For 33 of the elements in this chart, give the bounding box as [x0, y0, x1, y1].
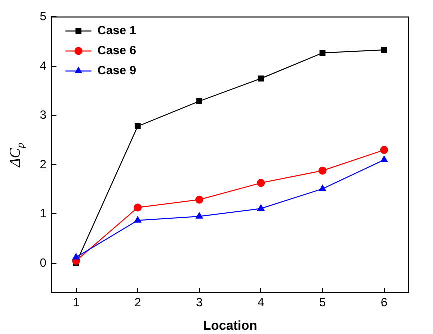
- y-tick-label: 3: [40, 108, 47, 122]
- point: [134, 216, 142, 223]
- x-tick-label: 4: [258, 296, 265, 310]
- y-tick-label: 0: [40, 256, 47, 270]
- point: [134, 204, 142, 212]
- x-tick-label: 1: [72, 296, 80, 310]
- point: [380, 146, 388, 154]
- point: [134, 124, 141, 130]
- point: [318, 166, 327, 175]
- y-tick-label: 1: [40, 206, 47, 221]
- x-tick-label: 6: [381, 296, 388, 310]
- point: [72, 254, 80, 260]
- point: [196, 98, 203, 104]
- x-tick-label: 2: [134, 296, 142, 310]
- point: [380, 156, 388, 162]
- point: [258, 204, 265, 212]
- y-tick-label: 4: [40, 58, 47, 73]
- y-tick-label: 2: [40, 157, 47, 172]
- legend-label: Case 6: [98, 44, 137, 58]
- x-axis-title: Location: [203, 318, 258, 333]
- x-tick-label: 5: [319, 296, 326, 310]
- legend-label: Case 9: [98, 64, 137, 78]
- point: [196, 196, 204, 204]
- point: [381, 47, 388, 54]
- point: [320, 50, 326, 56]
- point: [196, 212, 204, 219]
- point: [257, 179, 266, 188]
- point: [258, 76, 264, 82]
- y-tick-label: 5: [40, 10, 47, 24]
- legend-label: Case 1: [98, 24, 137, 38]
- x-tick-label: 3: [196, 296, 204, 310]
- point: [319, 185, 326, 192]
- y-axis-title: ΔCp: [8, 142, 27, 168]
